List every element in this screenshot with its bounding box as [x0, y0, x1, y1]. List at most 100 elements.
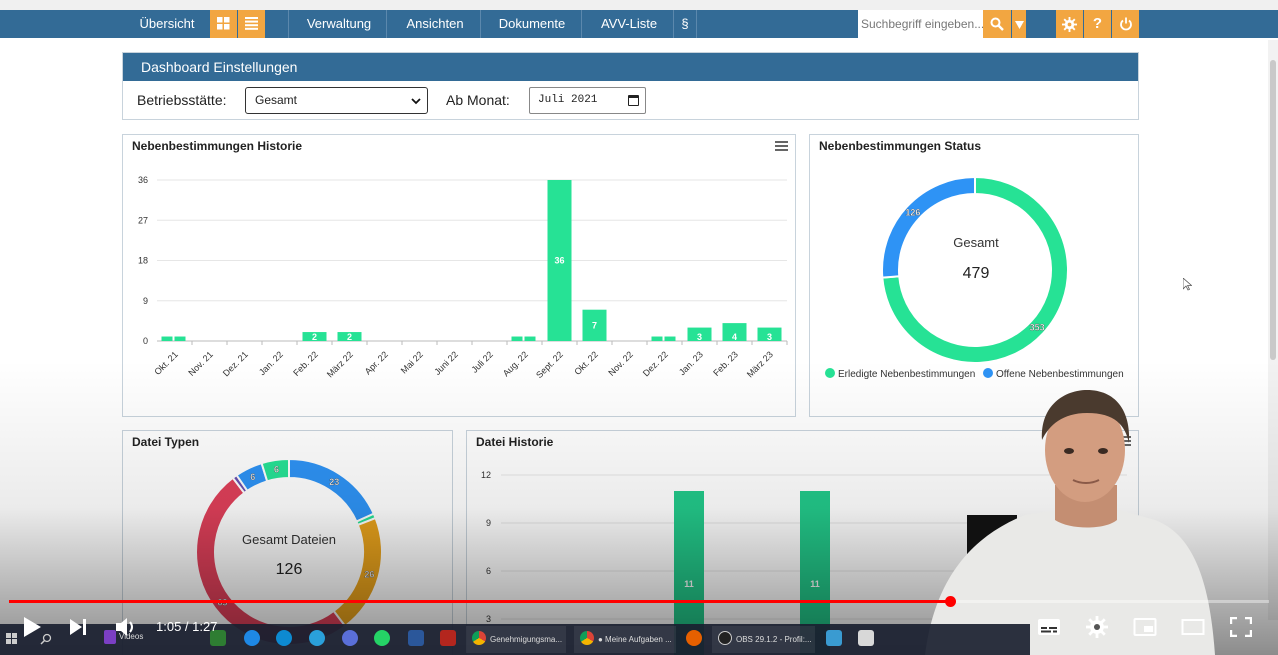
list-view-button[interactable]: [238, 10, 265, 38]
nav-overview[interactable]: Übersicht: [139, 16, 195, 31]
grid-icon: [217, 17, 230, 30]
donut-data-label: 6: [250, 472, 255, 482]
video-progress-bar[interactable]: [9, 596, 1269, 607]
y-tick-label: 12: [481, 470, 491, 480]
windows-start-icon: [6, 633, 17, 644]
x-tick-label: Okt. 21: [152, 349, 180, 377]
legend-marker: [825, 368, 835, 378]
webcam-person-image: [925, 390, 1215, 655]
next-video-icon[interactable]: [69, 618, 87, 636]
x-tick-label: Juli 22: [469, 349, 494, 374]
nav-divider: [288, 10, 289, 38]
subtitles-icon[interactable]: [1037, 617, 1061, 637]
page-scrollbar[interactable]: [1268, 40, 1278, 620]
donut-slice: [332, 516, 383, 628]
taskbar-search-icon: [40, 633, 52, 645]
bar: [337, 332, 362, 341]
skype-icon[interactable]: [276, 630, 292, 646]
donut-slice: [881, 175, 1069, 364]
fullscreen-icon[interactable]: [1230, 617, 1252, 637]
types-center-value: 126: [276, 561, 303, 578]
chevron-down-icon: [411, 98, 421, 105]
status-chart: Gesamt 479 353 126 Erledigte Nebenbestimmu…: [825, 175, 1124, 380]
acrobat-icon[interactable]: [440, 630, 456, 646]
y-tick-label: 0: [143, 336, 148, 346]
scrollbar-thumb[interactable]: [1270, 60, 1276, 360]
x-tick-label: Mai 22: [399, 349, 425, 375]
calendar-icon: [628, 95, 639, 106]
video-progress-handle[interactable]: [945, 596, 957, 607]
help-button[interactable]: ?: [1084, 10, 1111, 38]
nav-documents[interactable]: Dokumente: [498, 16, 566, 31]
x-tick-label: Apr. 22: [363, 349, 390, 376]
donut-data-label: 353: [1030, 322, 1045, 332]
edge-browser-icon[interactable]: [244, 630, 260, 646]
videos-app-icon[interactable]: [104, 630, 116, 644]
month-label: Ab Monat:: [446, 92, 510, 108]
firefox-icon[interactable]: [686, 630, 702, 646]
notes-app-icon[interactable]: [858, 630, 874, 646]
site-select[interactable]: Gesamt: [245, 87, 428, 114]
grid-view-button[interactable]: [210, 10, 237, 38]
x-tick-label: Nov. 22: [606, 349, 635, 378]
word-icon[interactable]: [408, 630, 424, 646]
caret-down-icon: [1014, 21, 1024, 29]
history-card-title: Nebenbestimmungen Historie: [132, 139, 303, 153]
signal-app-icon[interactable]: [342, 630, 358, 646]
x-tick-label: Juni 22: [432, 349, 460, 377]
play-icon[interactable]: [22, 616, 42, 638]
settings-title: Dashboard Einstellungen: [123, 53, 1138, 81]
main-navbar: Übersicht Verwaltung Ansichten Dokumente…: [0, 10, 1278, 38]
telegram-icon[interactable]: [309, 630, 325, 646]
legend-label: Offene Nebenbestimmungen: [996, 369, 1124, 380]
logout-button[interactable]: [1112, 10, 1139, 38]
remote-app-icon[interactable]: [826, 630, 842, 646]
bar-data-label: 11: [810, 579, 820, 589]
x-tick-label: Nov. 21: [186, 349, 215, 378]
status-card: Nebenbestimmungen Status Gesamt 479 353 1…: [809, 134, 1139, 417]
x-tick-label: Dez. 21: [221, 349, 250, 378]
volume-icon[interactable]: [115, 617, 137, 637]
x-tick-label: Aug. 22: [501, 349, 530, 378]
donut-data-label: 6: [274, 464, 279, 474]
xbox-app-icon[interactable]: [210, 630, 226, 646]
types-center-label: Gesamt Dateien: [242, 532, 336, 547]
gear-icon: [1062, 17, 1077, 32]
donut-data-label: 26: [364, 570, 374, 580]
mouse-cursor-icon: [1183, 278, 1192, 291]
site-select-value: Gesamt: [255, 93, 298, 107]
search-input[interactable]: [858, 10, 983, 38]
history-menu-icon[interactable]: [775, 141, 788, 151]
x-tick-label: März 23: [745, 349, 775, 379]
chrome-icon: [472, 631, 486, 645]
x-tick-label: Dez. 22: [641, 349, 670, 378]
nav-divider: [673, 10, 674, 38]
search-icon: [990, 17, 1004, 31]
settings-button[interactable]: [1056, 10, 1083, 38]
bar: [664, 336, 676, 341]
whatsapp-icon[interactable]: [374, 630, 390, 646]
month-picker[interactable]: Juli 2021: [529, 87, 646, 114]
bar: [722, 323, 747, 341]
taskbar-videos-label: Videos: [119, 632, 144, 641]
settings-gear-icon[interactable]: [1086, 616, 1108, 638]
x-tick-label: März 22: [325, 349, 355, 379]
donut-slice: [195, 476, 347, 646]
nav-paragraph[interactable]: §: [681, 16, 689, 31]
bar: [651, 336, 663, 341]
miniplayer-icon[interactable]: [1133, 617, 1157, 637]
nav-management[interactable]: Verwaltung: [306, 16, 372, 31]
nav-divider: [696, 10, 697, 38]
search-dropdown-button[interactable]: [1012, 10, 1026, 38]
nav-divider: [581, 10, 582, 38]
list-icon: [245, 17, 258, 30]
search-button[interactable]: [983, 10, 1011, 38]
bar-data-label: 11: [684, 579, 694, 589]
theater-mode-icon[interactable]: [1181, 618, 1205, 636]
bar-data-label: 2: [347, 332, 352, 342]
nav-avv-list[interactable]: AVV-Liste: [600, 16, 658, 31]
nav-views[interactable]: Ansichten: [406, 16, 464, 31]
x-tick-label: Feb. 23: [711, 349, 740, 378]
chrome-icon: [580, 631, 594, 645]
